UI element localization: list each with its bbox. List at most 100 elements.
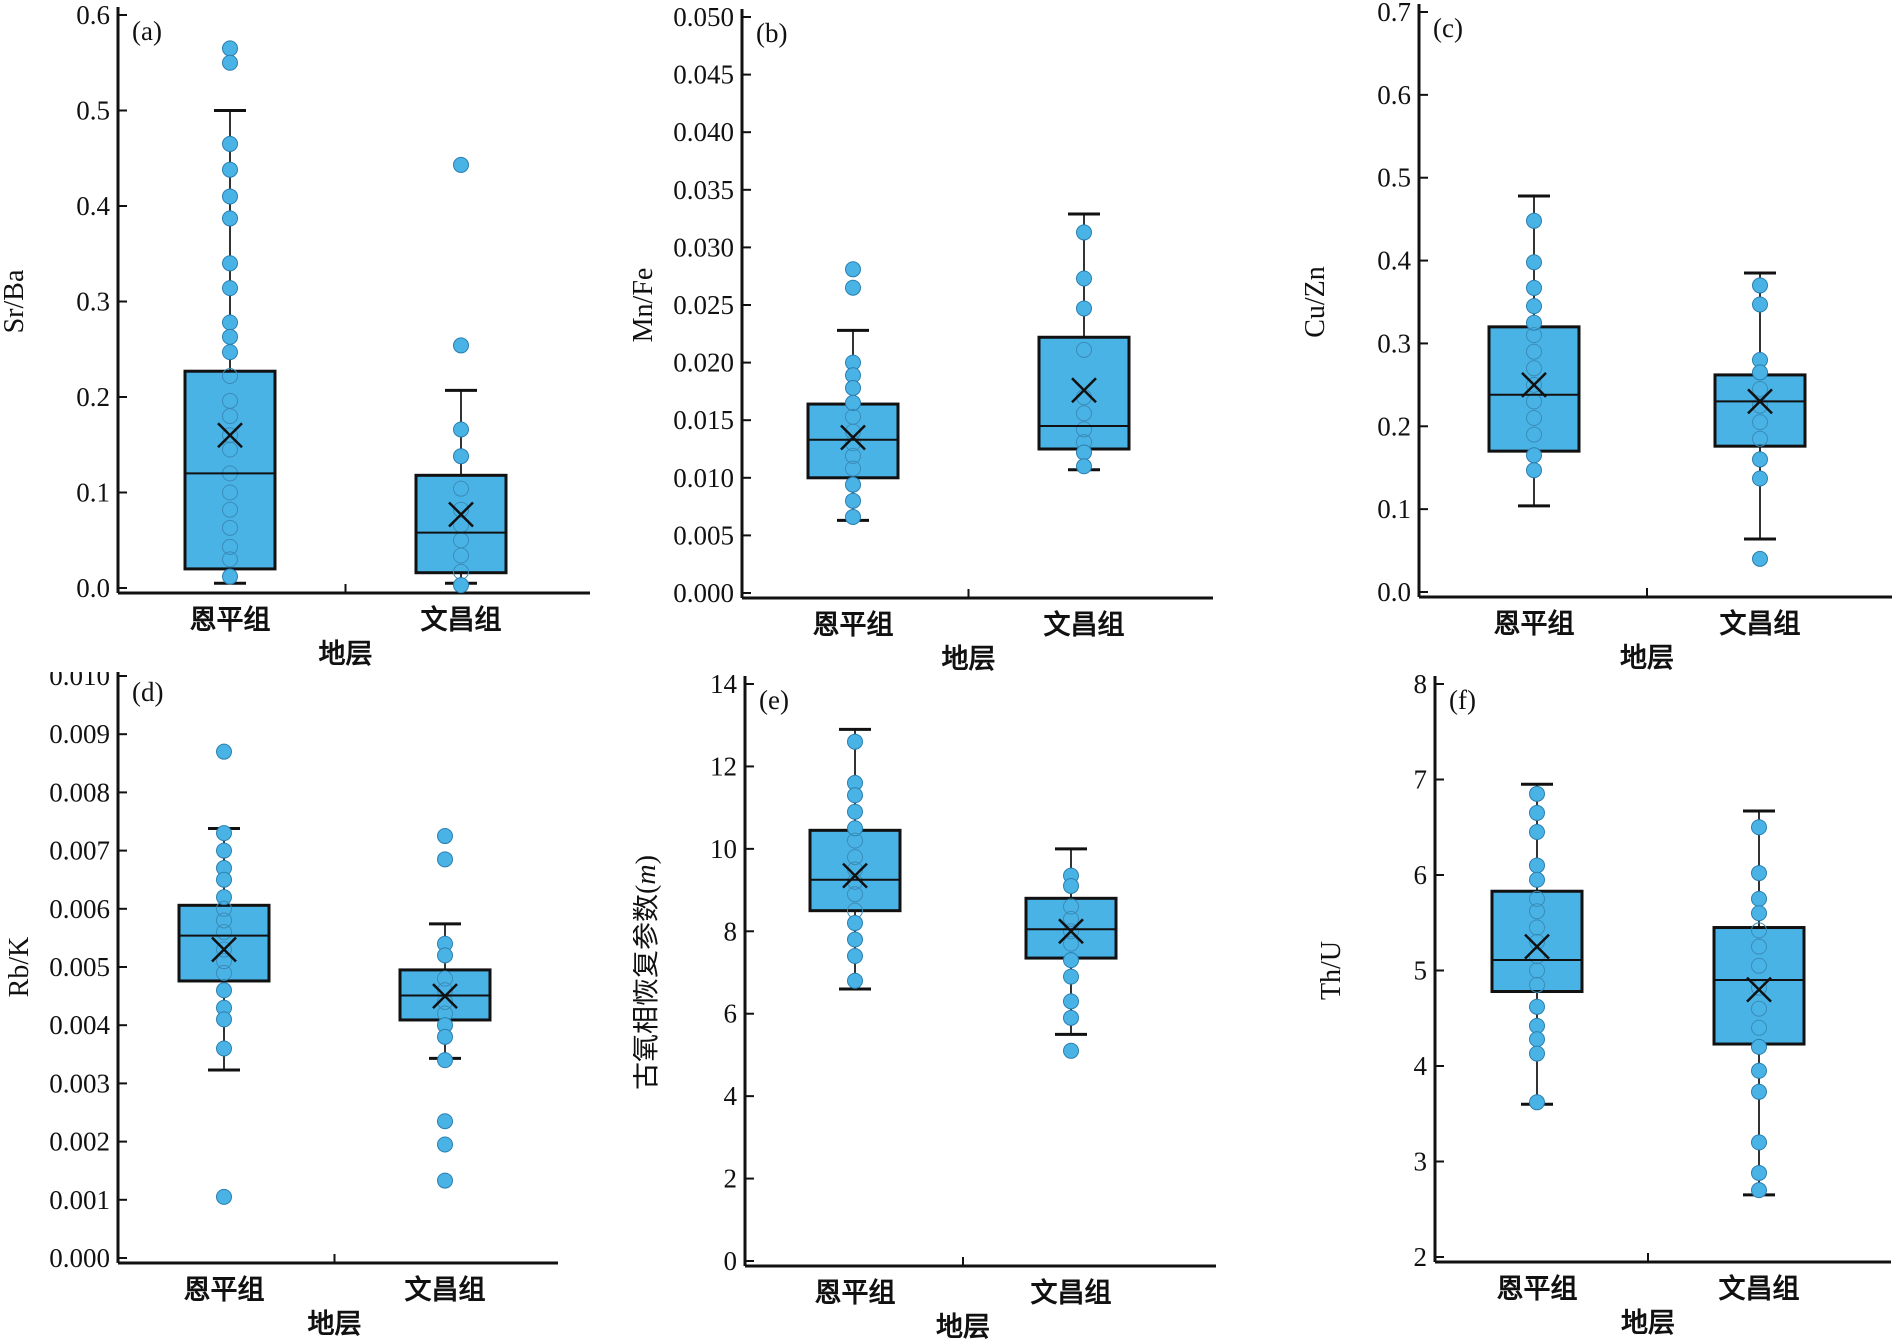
data-point bbox=[845, 261, 861, 278]
mean-marker bbox=[1747, 388, 1773, 415]
data-point bbox=[216, 1011, 232, 1028]
data-point bbox=[1751, 865, 1767, 882]
data-point bbox=[1752, 296, 1768, 313]
box bbox=[806, 402, 900, 480]
data-point bbox=[1751, 1083, 1767, 1100]
y-tick-label: 0.3 bbox=[76, 287, 110, 317]
x-axis-label: 地层 bbox=[308, 1309, 362, 1340]
data-point bbox=[453, 577, 469, 594]
data-point bbox=[216, 1188, 232, 1205]
data-point bbox=[1063, 968, 1079, 985]
category-label: 恩平组 bbox=[1494, 608, 1575, 640]
data-point bbox=[437, 851, 453, 868]
data-point bbox=[222, 54, 238, 71]
data-point bbox=[1526, 462, 1542, 479]
data-point bbox=[222, 551, 238, 568]
panel-label: (c) bbox=[1433, 13, 1463, 43]
data-point bbox=[437, 1172, 453, 1189]
x-axis-label: 地层 bbox=[1620, 643, 1674, 672]
data-point bbox=[216, 941, 232, 958]
panel-e: 0 2 4 6 8 10 12 14 (e) 古氧相恢复参数(m) 恩平组 文昌组 地层 bbox=[633, 672, 1267, 1344]
data-point bbox=[1529, 919, 1545, 936]
mean-marker bbox=[1746, 976, 1772, 1003]
box bbox=[808, 828, 902, 913]
panel-label: (b) bbox=[756, 18, 787, 48]
data-point bbox=[1751, 1134, 1767, 1151]
y-tick-label: 0.020 bbox=[673, 348, 734, 378]
category-label: 文昌组 bbox=[421, 604, 502, 636]
y-tick-label: 0.000 bbox=[49, 1243, 110, 1273]
data-point bbox=[1752, 277, 1768, 294]
data-point bbox=[1063, 1009, 1079, 1026]
panel-label: (e) bbox=[759, 685, 789, 715]
data-point bbox=[1526, 447, 1542, 464]
data-point bbox=[222, 427, 238, 444]
data-point bbox=[222, 441, 238, 458]
data-point bbox=[222, 210, 238, 227]
data-point bbox=[437, 1028, 453, 1045]
data-point bbox=[1063, 993, 1079, 1010]
data-point bbox=[847, 832, 863, 849]
y-tick-label: 0.2 bbox=[1377, 411, 1411, 441]
mean-marker bbox=[1071, 377, 1097, 404]
y-tick-label: 8 bbox=[1414, 672, 1428, 699]
data-point bbox=[216, 953, 232, 970]
data-point bbox=[1076, 421, 1092, 438]
data-point bbox=[222, 484, 238, 501]
data-point bbox=[1529, 962, 1545, 979]
data-point bbox=[1063, 898, 1079, 915]
y-tick-label: 0.3 bbox=[1377, 328, 1411, 358]
y-tick-label: 0.007 bbox=[49, 836, 110, 866]
data-point bbox=[437, 1113, 453, 1130]
data-point bbox=[453, 156, 469, 173]
category-label: 恩平组 bbox=[813, 609, 894, 641]
category-label: 文昌组 bbox=[1031, 1277, 1112, 1309]
data-point bbox=[1529, 890, 1545, 907]
y-tick-label: 2 bbox=[724, 1164, 738, 1194]
y-tick-label: 0.7 bbox=[1377, 0, 1411, 27]
data-point bbox=[1076, 224, 1092, 241]
y-tick-label: 0.010 bbox=[673, 463, 734, 493]
y-tick-label: 12 bbox=[710, 751, 737, 781]
data-point bbox=[216, 900, 232, 917]
data-point bbox=[1529, 998, 1545, 1015]
data-point bbox=[1526, 314, 1542, 331]
data-point bbox=[453, 337, 469, 354]
y-tick-label: 0.009 bbox=[49, 719, 110, 749]
y-tick-label: 2 bbox=[1414, 1242, 1428, 1272]
data-point bbox=[845, 460, 861, 477]
y-tick-label: 0.030 bbox=[673, 232, 734, 262]
x-axis-label: 地层 bbox=[1621, 1308, 1675, 1339]
category-label: 恩平组 bbox=[815, 1277, 896, 1309]
data-point bbox=[1526, 360, 1542, 377]
y-tick-label: 5 bbox=[1414, 956, 1428, 986]
y-tick-label: 7 bbox=[1414, 765, 1428, 795]
data-point bbox=[453, 480, 469, 497]
data-point bbox=[1076, 341, 1092, 358]
data-point bbox=[1076, 458, 1092, 475]
data-point bbox=[1751, 1182, 1767, 1199]
y-tick-label: 3 bbox=[1414, 1147, 1428, 1177]
data-point bbox=[845, 476, 861, 493]
box bbox=[1712, 926, 1806, 1046]
paren: ( bbox=[633, 885, 662, 894]
data-point bbox=[1063, 910, 1079, 927]
data-point bbox=[1752, 451, 1768, 468]
data-point bbox=[1526, 279, 1542, 296]
data-point bbox=[1526, 376, 1542, 393]
data-point bbox=[222, 408, 238, 425]
mean-marker bbox=[1521, 371, 1547, 398]
chart-b: 0.000 0.005 0.010 0.015 0.020 0.025 0.030 0.035… bbox=[633, 2, 1213, 672]
y-tick-label: 6 bbox=[724, 999, 738, 1029]
chart-d: 0.000 0.001 0.002 0.003 0.004 0.005 0.006 0.007… bbox=[4, 672, 558, 1340]
y-tick-label: 4 bbox=[1414, 1051, 1428, 1081]
panel-label: (d) bbox=[132, 677, 163, 707]
data-point bbox=[1751, 819, 1767, 836]
y-axis-label: Mn/Fe bbox=[633, 268, 659, 343]
y-axis-label-text: 古氧相恢复参数 bbox=[633, 894, 662, 1090]
data-point bbox=[453, 421, 469, 438]
data-point bbox=[1529, 933, 1545, 950]
data-point bbox=[1529, 857, 1545, 874]
